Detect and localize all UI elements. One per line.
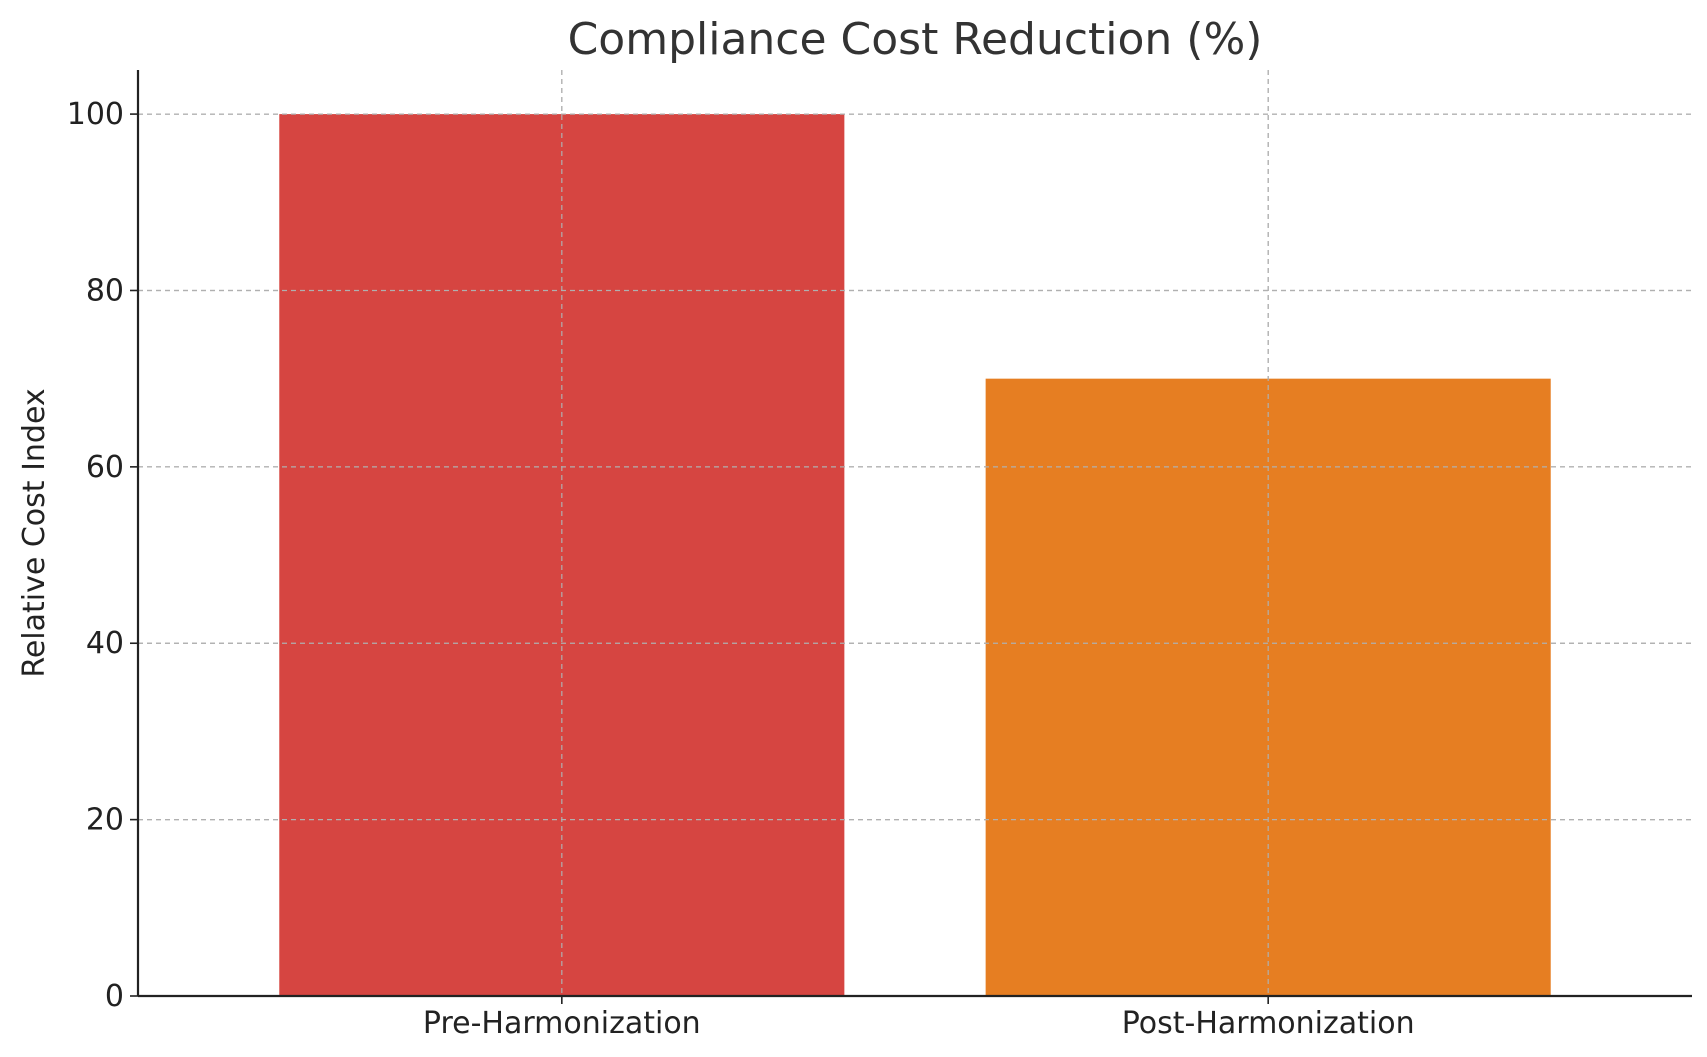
y-tick-label: 100 <box>67 97 124 132</box>
y-tick-label: 20 <box>86 803 124 838</box>
y-tick-label: 0 <box>105 979 124 1014</box>
x-ticks: Pre-Harmonization Post-Harmonization <box>423 996 1415 1041</box>
x-tick-label: Pre-Harmonization <box>423 1006 701 1041</box>
y-tick-label: 80 <box>86 273 124 308</box>
axes <box>136 70 1692 998</box>
y-axis-label: Relative Cost Index <box>17 388 52 677</box>
bars <box>279 114 1551 997</box>
bar-post-harmonization <box>985 378 1551 997</box>
y-ticks: 0 20 40 60 80 100 <box>67 97 138 1014</box>
y-tick-label: 60 <box>86 450 124 485</box>
x-tick-label: Post-Harmonization <box>1122 1006 1415 1041</box>
y-tick-label: 40 <box>86 626 124 661</box>
chart-title: Compliance Cost Reduction (%) <box>568 14 1263 65</box>
